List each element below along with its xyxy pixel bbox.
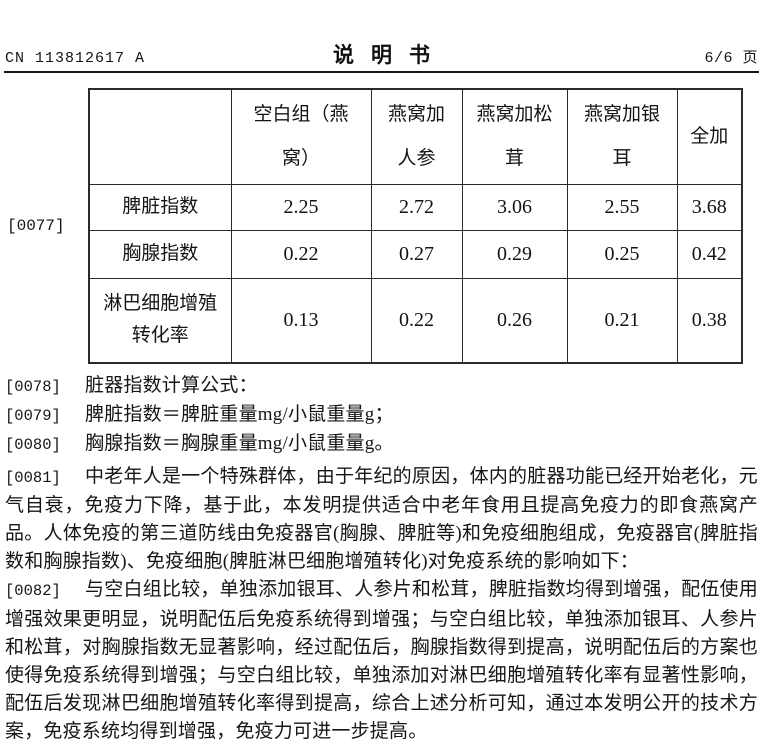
table-value-cell: 2.25 [230,183,372,231]
table-value-cell: 0.22 [230,229,372,279]
table-row-label: 脾脏指数 [88,183,232,231]
table-value-cell: 0.22 [370,277,463,364]
table-value-cell: 0.26 [461,277,568,364]
table-value-cell: 0.38 [676,277,743,364]
immune-index-table: 空白组（燕 窝） 燕窝加 人参 燕窝加松 茸燕窝加银 耳全加 脾脏指数 2.25 2.7… [88,88,743,364]
table-row-label: 淋巴细胞增殖 转化率 [88,277,232,364]
table-column-header: 燕窝加 人参 [370,88,463,185]
paragraph-text: 中老年人是一个特殊群体，由于年纪的原因，体内的脏器功能已经开始老化，元气自衰，免… [5,465,758,573]
paragraph-text: 脾脏指数＝脾脏重量mg/小鼠重量g； [85,404,394,426]
table-row-label: 胸腺指数 [88,229,232,279]
paragraph-number: [0080] [5,436,61,455]
table-value-cell: 2.72 [370,183,463,231]
paragraph-0080: [0080] 胸腺指数＝胸腺重量mg/小鼠重量g。 [5,430,758,459]
paragraph-0081: [0081] 中老年人是一个特殊群体，由于年纪的原因，体内的脏器功能已经开始老化，… [5,463,758,577]
table-column-header: 全加 [676,88,743,185]
table-header-row: 空白组（燕 窝） 燕窝加 人参 燕窝加松 茸燕窝加银 耳全加 [88,88,743,185]
paragraph-text: 脏器指数计算公式： [85,375,258,396]
paragraph-number: [0081] [5,468,61,487]
paragraph-number: [0082] [5,582,61,601]
table-row: 脾脏指数 2.25 2.72 3.06 2.55 3.68 [88,183,743,231]
page-number-indicator: 6/6 页 [704,50,758,67]
table-column-header: 空白组（燕 窝） [230,88,372,185]
table-body: 脾脏指数 2.25 2.72 3.06 2.55 3.68 胸腺指数 0.22 0.27 0.29… [88,183,743,364]
paragraph-0082: [0082] 与空白组比较，单独添加银耳、人参片和松茸，脾脏指数均得到增强，配伍使… [5,576,758,743]
body-paragraphs: [0078] 脏器指数计算公式： [0079] 脾脏指数＝脾脏重量mg/小鼠重量g；[… [5,372,758,743]
paragraph-number: [0079] [5,407,61,426]
paragraph-0079: [0079] 脾脏指数＝脾脏重量mg/小鼠重量g； [5,401,758,430]
paragraph-label-0077: [0077] [7,217,65,235]
table-value-cell: 0.21 [566,277,678,364]
table-column-header: 燕窝加松 茸 [461,88,568,185]
table-value-cell: 3.68 [676,183,743,231]
table-value-cell: 3.06 [461,183,568,231]
table-header: 空白组（燕 窝） 燕窝加 人参 燕窝加松 茸燕窝加银 耳全加 [88,88,743,185]
table-value-cell: 0.29 [461,229,568,279]
page-header: CN 113812617 A 说明书 6/6 页 [5,38,758,72]
table-corner-cell [88,88,232,185]
table-value-cell: 0.42 [676,229,743,279]
table-value-cell: 0.13 [230,277,372,364]
table-row: 胸腺指数 0.22 0.27 0.29 0.25 0.42 [88,229,743,279]
table-value-cell: 0.25 [566,229,678,279]
page-title: 说明书 [333,43,447,67]
paragraph-text: 与空白组比较，单独添加银耳、人参片和松茸，脾脏指数均得到增强，配伍使用增强效果更… [5,579,758,743]
table-value-cell: 0.27 [370,229,463,279]
table-column-header: 燕窝加银 耳 [566,88,678,185]
header-rule [4,71,759,73]
table-row: 淋巴细胞增殖 转化率 0.13 0.22 0.26 0.21 0.38 [88,277,743,364]
paragraph-number: [0078] [5,378,61,396]
paragraph-text: 胸腺指数＝胸腺重量mg/小鼠重量g。 [85,433,394,455]
paragraph-0078: [0078] 脏器指数计算公式： [5,372,758,401]
document-number: CN 113812617 A [5,50,146,67]
table-value-cell: 2.55 [566,183,678,231]
